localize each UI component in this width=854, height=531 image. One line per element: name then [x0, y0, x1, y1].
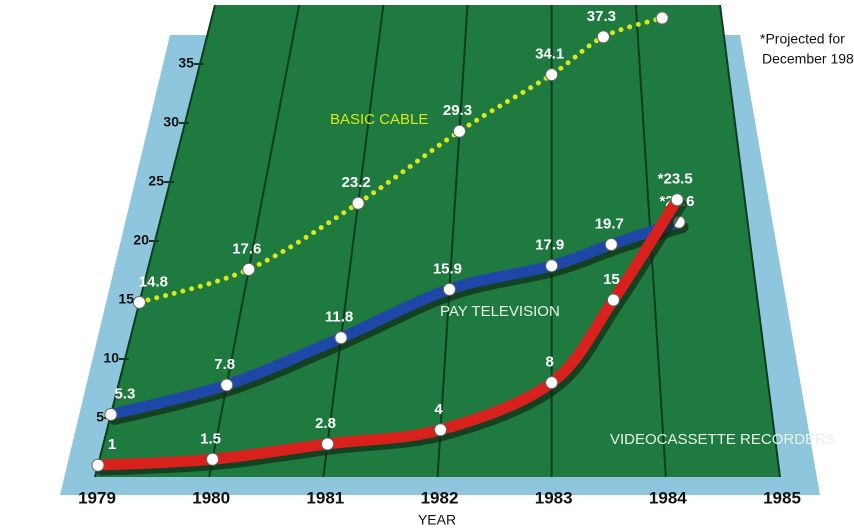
data-label: 1.5: [200, 430, 221, 447]
point: [545, 376, 559, 390]
point: [91, 458, 105, 472]
point: [132, 295, 146, 309]
x-tick-label: 1984: [649, 488, 687, 507]
point: [206, 452, 220, 466]
data-label: 14.8: [139, 273, 168, 290]
data-label: 11.8: [325, 309, 353, 326]
data-label: 37.3: [587, 8, 616, 25]
y-tick-label: 35: [178, 55, 194, 71]
y-tick-label: 25: [148, 173, 164, 189]
point: [220, 378, 234, 392]
data-label: 34.1: [535, 46, 564, 63]
data-label: 17.6: [232, 240, 261, 257]
point: [452, 124, 466, 138]
data-label: 7.8: [214, 356, 235, 373]
point: [321, 437, 335, 451]
point: [242, 262, 256, 276]
data-label: 38.9: [646, 0, 675, 6]
point: [670, 193, 684, 207]
data-label: 29.3: [443, 102, 472, 119]
point: [545, 259, 559, 273]
x-tick-label: 1980: [192, 488, 230, 507]
grid-line: [719, 4, 781, 478]
annotation: *Projected for: [760, 31, 845, 47]
line: [136, 15, 665, 305]
x-tick-label: 1981: [306, 488, 344, 507]
y-tick-label: 30: [163, 114, 179, 130]
grid-line: [208, 4, 301, 478]
point: [442, 282, 456, 296]
point: [545, 68, 559, 82]
point: [655, 11, 669, 25]
data-label: 4: [434, 401, 443, 418]
data-label: 19.7: [595, 216, 624, 233]
y-tick-label: 10: [103, 350, 119, 366]
plot-area: [95, 5, 780, 477]
x-tick-label: 1982: [421, 488, 459, 507]
grid-line: [436, 4, 469, 478]
annotation: December 1985: [762, 51, 854, 67]
point: [351, 196, 365, 210]
data-label: *23.5: [658, 171, 693, 188]
y-tick-label: 20: [133, 232, 149, 248]
x-tick-label: 1985: [763, 488, 801, 507]
point: [604, 238, 618, 252]
y-axis-title: MILLION: [35, 411, 62, 469]
y-tick-label: 15: [118, 291, 134, 307]
x-tick-label: 1983: [535, 488, 573, 507]
x-tick-label: 1979: [78, 488, 116, 507]
point: [434, 423, 447, 437]
data-label: 1: [108, 436, 116, 453]
series-label: BASIC CABLE: [330, 111, 428, 128]
point: [334, 331, 348, 345]
point: [606, 293, 620, 307]
data-label: 23.2: [342, 174, 371, 191]
data-label: 17.9: [535, 237, 564, 254]
data-label: 5.3: [114, 385, 135, 402]
data-label: 15.9: [433, 260, 462, 277]
series-label: PAY TELEVISION: [440, 303, 560, 320]
y-tick-label: 5: [96, 409, 104, 425]
data-label: 2.8: [315, 415, 336, 432]
point: [104, 407, 118, 421]
grid-line: [322, 4, 385, 478]
point: [596, 30, 610, 44]
x-axis-title: YEAR: [418, 512, 456, 528]
data-label: 15: [603, 271, 620, 288]
data-label: 8: [545, 354, 553, 371]
series-label: VIDEOCASSETTE RECORDERS: [610, 431, 836, 448]
